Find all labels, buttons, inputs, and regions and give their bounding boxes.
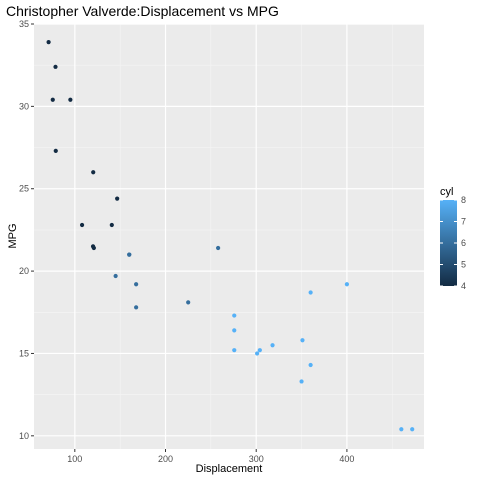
data-points: [46, 40, 415, 432]
legend-tick-label: 6: [461, 238, 466, 248]
legend-colorbar: [440, 200, 457, 286]
data-point: [113, 273, 118, 279]
x-tick-label: 200: [158, 454, 173, 464]
y-tick-label: 15: [19, 348, 29, 358]
data-point: [300, 338, 305, 343]
x-axis-title: Displacement: [196, 463, 263, 475]
data-point: [216, 245, 221, 251]
chart-title: Christopher Valverde:Displacement vs MPG: [6, 3, 279, 19]
data-point: [344, 282, 350, 287]
legend-title: cyl: [440, 186, 453, 198]
y-tick-label: 25: [19, 184, 29, 194]
data-point: [50, 97, 55, 102]
data-point: [308, 290, 313, 295]
data-point: [186, 300, 191, 305]
data-point: [91, 170, 96, 175]
legend-tick-label: 4: [461, 281, 466, 291]
y-axis-title: MPG: [7, 223, 19, 248]
y-tick-label: 35: [19, 19, 29, 29]
data-point: [232, 328, 237, 333]
data-point: [109, 222, 114, 228]
legend-tick-label: 5: [461, 260, 466, 270]
x-tick-label: 400: [339, 454, 354, 464]
data-point: [232, 313, 237, 318]
x-tick-label: 100: [67, 454, 82, 464]
data-point: [299, 379, 304, 384]
data-point: [68, 97, 73, 102]
data-point: [115, 196, 120, 201]
data-point: [410, 427, 415, 432]
data-point: [308, 362, 313, 368]
legend-tick-label: 8: [461, 195, 466, 205]
data-point: [270, 343, 275, 348]
data-point: [53, 148, 58, 153]
y-tick-label: 10: [19, 431, 29, 441]
data-point: [134, 305, 139, 310]
x-tick-label: 300: [249, 454, 264, 464]
data-point: [46, 40, 51, 45]
data-point: [91, 245, 96, 251]
data-point: [255, 351, 260, 356]
grid-lines: [34, 23, 424, 449]
y-axis: 10 15 20 25 30 35: [19, 19, 34, 441]
y-tick-label: 30: [19, 101, 29, 111]
data-point: [232, 348, 237, 353]
y-tick-label: 20: [19, 266, 29, 276]
data-point: [134, 282, 139, 287]
plot-panel: [34, 24, 424, 449]
legend-tick-label: 7: [461, 217, 466, 227]
data-point: [127, 252, 132, 257]
color-legend: cyl 4 5 6 7 8: [440, 186, 466, 291]
data-point: [399, 427, 404, 432]
data-point: [53, 64, 58, 69]
data-point: [257, 348, 262, 353]
x-axis: 100 200 300 400: [67, 449, 354, 464]
data-point: [79, 222, 85, 228]
